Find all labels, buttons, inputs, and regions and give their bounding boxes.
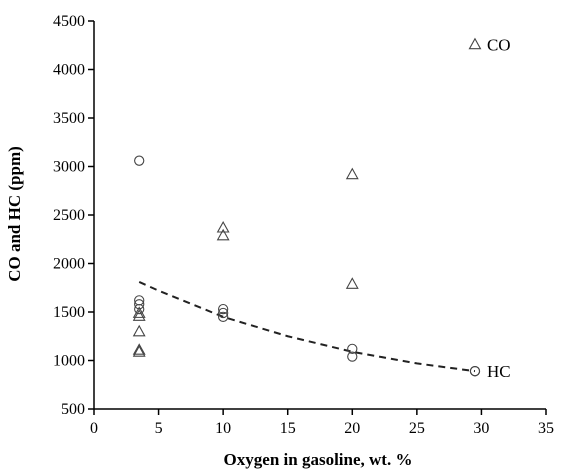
y-tick-label: 3000: [53, 159, 85, 176]
hc-point: [347, 351, 358, 362]
x-tick-label: 20: [344, 420, 360, 437]
x-tick-label: 10: [215, 420, 231, 437]
co-point: [132, 345, 146, 357]
x-tick-label: 0: [90, 420, 98, 437]
data-points: [132, 155, 481, 377]
co-point: [345, 167, 359, 180]
hc-trendline: [138, 281, 476, 373]
legend: CO HC: [468, 35, 511, 381]
co-point: [132, 309, 146, 321]
y-tick-label: 3500: [53, 110, 85, 127]
hc-point: [217, 303, 229, 315]
y-tick-label: 4500: [53, 13, 85, 30]
x-tick-label: 30: [473, 420, 489, 437]
co-point: [216, 228, 230, 241]
legend-hc-marker: [469, 366, 481, 377]
legend-co-marker: [468, 37, 482, 50]
hc-point: [134, 303, 145, 315]
y-axis-title: CO and HC (ppm): [5, 146, 24, 282]
x-tick-label: 5: [155, 420, 163, 437]
hc-point: [134, 299, 145, 310]
x-tick-label: 35: [538, 420, 554, 437]
y-tick-label: 2000: [53, 256, 85, 273]
x-tick-label: 25: [409, 420, 425, 437]
hc-point: [217, 311, 229, 322]
co-point: [132, 343, 146, 355]
legend-hc-label: HC: [487, 362, 511, 381]
x-tick-label: 15: [280, 420, 296, 437]
y-tick-label: 2500: [53, 207, 85, 224]
co-point: [132, 324, 146, 337]
x-axis-title: Oxygen in gasoline, wt. %: [224, 450, 413, 469]
axes: 500 1000 1500 2000 2500 3000 3500 4000 4500 0 5 10 1…: [53, 13, 554, 437]
hc-trendline-group: [138, 281, 476, 373]
legend-co-label: CO: [487, 35, 511, 54]
hc-point: [134, 155, 145, 166]
y-tick-label: 1000: [53, 353, 85, 370]
y-tick-label: 4000: [53, 62, 85, 79]
hc-point: [217, 307, 229, 319]
y-tick-label: 500: [61, 401, 85, 418]
hc-point: [347, 343, 358, 355]
co-point: [216, 220, 230, 233]
y-tick-label: 1500: [53, 304, 85, 321]
co-point: [345, 277, 359, 289]
